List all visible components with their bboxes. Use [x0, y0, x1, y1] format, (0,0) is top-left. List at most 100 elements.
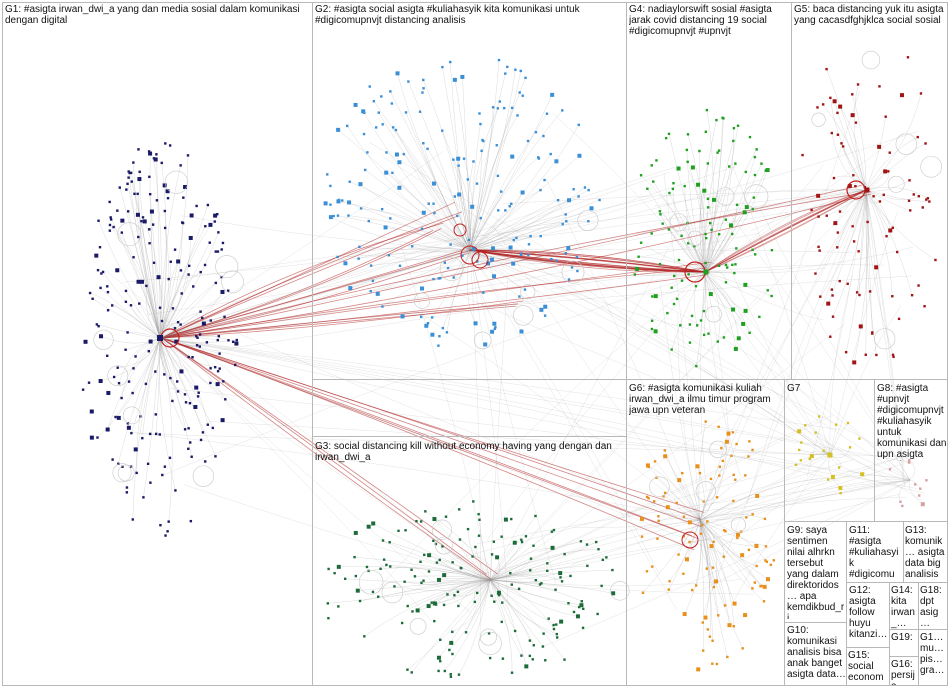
edge — [159, 337, 189, 429]
node — [839, 491, 842, 495]
edge — [453, 159, 471, 251]
edge — [838, 447, 911, 481]
edge — [704, 189, 867, 273]
edge — [412, 308, 701, 521]
edge — [469, 191, 502, 251]
node — [442, 573, 447, 578]
node — [126, 210, 130, 213]
node — [127, 176, 130, 179]
edge — [687, 134, 706, 273]
node — [442, 603, 446, 607]
node — [131, 391, 134, 395]
edge — [138, 179, 161, 339]
node — [663, 454, 668, 459]
hub-ring — [705, 305, 722, 323]
node — [120, 396, 123, 400]
node — [766, 289, 769, 292]
edge — [469, 199, 559, 251]
edge — [668, 519, 701, 590]
node — [422, 87, 425, 90]
node — [542, 134, 545, 138]
node — [875, 353, 878, 357]
edge — [817, 479, 911, 493]
edge — [439, 559, 491, 581]
node — [732, 473, 735, 477]
edge — [159, 337, 187, 403]
node — [545, 112, 549, 115]
edge — [478, 514, 491, 581]
node — [333, 571, 336, 575]
edge — [159, 232, 760, 339]
node — [176, 259, 181, 264]
node — [105, 427, 110, 432]
node — [94, 253, 99, 258]
edge — [865, 189, 893, 297]
edge — [100, 337, 161, 382]
node — [529, 569, 532, 572]
edge — [686, 519, 701, 560]
node — [765, 577, 770, 582]
node — [706, 628, 710, 631]
edge — [542, 277, 831, 456]
node — [195, 344, 199, 347]
node — [582, 607, 585, 611]
node — [934, 258, 937, 262]
node — [550, 92, 555, 97]
node — [404, 529, 407, 532]
node — [559, 619, 564, 624]
edge — [408, 81, 471, 251]
node — [457, 673, 461, 676]
node — [348, 286, 353, 291]
node — [366, 151, 369, 154]
group-label-G10: G10: komunikasi analisis bisa anak bange… — [787, 625, 846, 680]
node — [858, 293, 861, 297]
edge — [845, 189, 867, 353]
edge — [699, 519, 757, 547]
node — [695, 364, 698, 368]
node — [189, 213, 194, 218]
node — [163, 465, 167, 468]
node — [459, 566, 462, 570]
node — [99, 286, 102, 290]
node — [528, 639, 532, 642]
node — [473, 321, 478, 326]
edge — [469, 124, 579, 251]
node — [184, 401, 188, 404]
node — [677, 258, 681, 262]
node — [451, 630, 454, 634]
node — [452, 276, 455, 279]
edge — [373, 101, 471, 251]
node — [389, 565, 392, 568]
node — [110, 304, 114, 307]
node — [148, 242, 151, 245]
edge — [668, 133, 706, 273]
edge — [704, 254, 756, 273]
node — [509, 571, 512, 575]
edge — [159, 247, 468, 339]
node — [217, 334, 221, 338]
node — [736, 536, 739, 540]
node — [520, 252, 523, 255]
node — [841, 145, 845, 148]
edge — [115, 337, 161, 418]
node — [436, 655, 441, 660]
edge — [822, 104, 867, 191]
edge — [669, 192, 706, 273]
node — [657, 519, 660, 523]
edge — [489, 579, 544, 647]
hub-ring — [431, 519, 453, 540]
edge — [390, 91, 471, 251]
node — [567, 198, 572, 203]
node — [461, 254, 464, 257]
node — [693, 244, 696, 248]
edge — [640, 175, 706, 273]
edge — [462, 76, 471, 251]
node — [866, 220, 869, 224]
node — [179, 164, 182, 167]
node — [220, 289, 225, 294]
edge — [411, 579, 491, 673]
edge — [704, 169, 768, 273]
node — [688, 341, 692, 344]
node — [526, 139, 530, 143]
node — [659, 213, 662, 216]
